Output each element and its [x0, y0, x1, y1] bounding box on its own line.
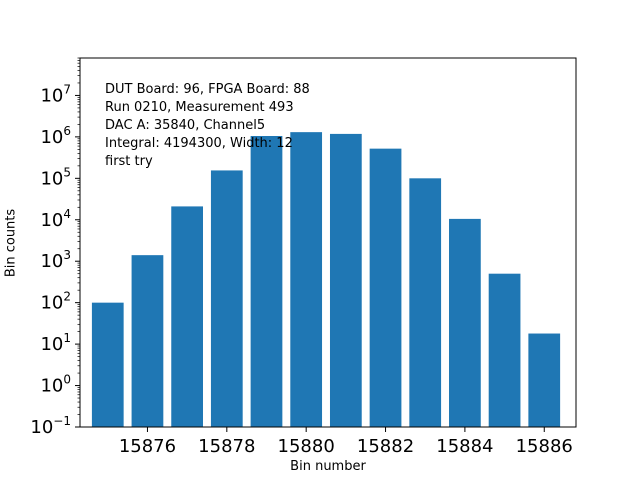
- y-tick-label: 103: [40, 248, 71, 272]
- bar: [409, 178, 442, 427]
- x-tick-label: 15878: [198, 436, 255, 457]
- bar: [449, 218, 481, 427]
- y-tick-label: 102: [40, 290, 71, 314]
- annotation-line-4: Integral: 4194300, Width: 12: [105, 136, 293, 151]
- y-tick-label: 107: [40, 82, 71, 106]
- bar: [329, 133, 362, 427]
- annotation-line-5: first try: [105, 154, 153, 169]
- annotation-line-2: Run 0210, Measurement 493: [105, 100, 294, 115]
- x-tick-label: 15882: [357, 436, 414, 457]
- y-tick-label: 104: [40, 207, 71, 231]
- bar: [528, 333, 561, 427]
- x-axis-ticks: 15876 15878 15880 15882 15884 15886: [119, 427, 573, 457]
- annotation-line-1: DUT Board: 96, FPGA Board: 88: [105, 82, 310, 97]
- bar: [488, 273, 521, 427]
- bar: [250, 136, 283, 427]
- y-tick-label: 101: [40, 331, 71, 355]
- bars-group: [91, 132, 561, 427]
- y-axis-ticks: 10−1 100 101 102 103 104 105 106 107: [30, 57, 80, 438]
- y-tick-label: 10−1: [30, 414, 71, 438]
- x-axis-label: Bin number: [290, 459, 366, 474]
- x-tick-label: 15884: [436, 436, 493, 457]
- bar: [171, 206, 203, 427]
- x-tick-label: 15886: [516, 436, 573, 457]
- plot-frame: [79, 57, 577, 428]
- bar: [131, 255, 164, 427]
- y-tick-label: 106: [40, 124, 71, 148]
- x-tick-label: 15880: [278, 436, 335, 457]
- y-axis-label: Bin counts: [3, 208, 19, 278]
- y-tick-label: 100: [40, 373, 71, 397]
- bar: [290, 132, 323, 427]
- bar: [91, 302, 124, 427]
- y-tick-label: 105: [40, 165, 71, 189]
- bar: [369, 148, 402, 427]
- annotation-line-3: DAC A: 35840, Channel5: [105, 118, 266, 133]
- bar: [210, 170, 243, 427]
- x-tick-label: 15876: [119, 436, 176, 457]
